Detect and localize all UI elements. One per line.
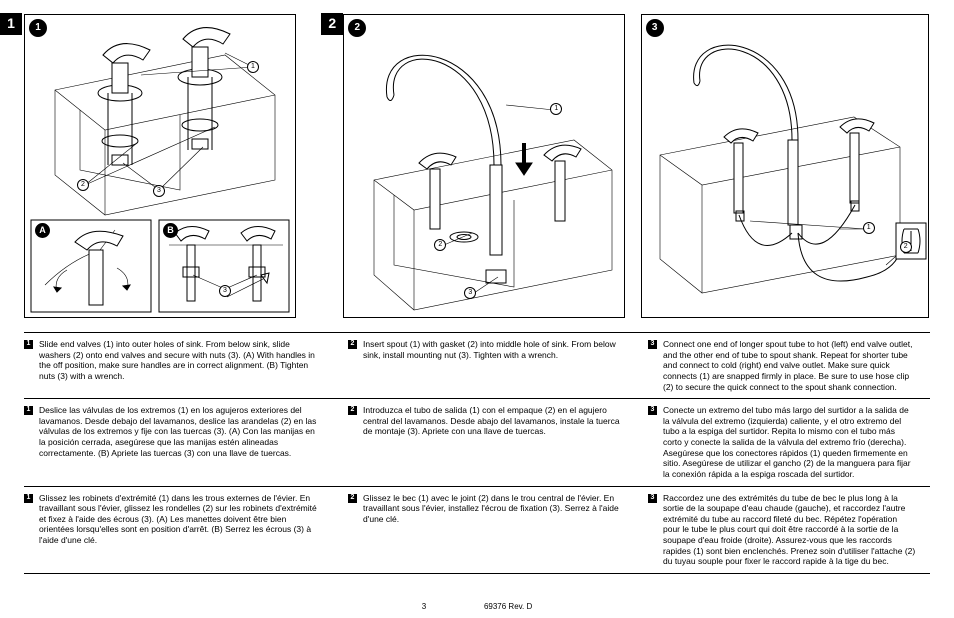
step2-fr: 2 Glissez le bec (1) avec le joint (2) d… xyxy=(334,493,634,569)
step1-fr-text: Glissez les robinets d'extrémité (1) dan… xyxy=(39,493,320,546)
figure-1: 1 1 xyxy=(24,14,343,318)
step2-es-text: Introduzca el tubo de salida (1) con el … xyxy=(363,405,620,437)
step1-en-text: Slide end valves (1) into outer holes of… xyxy=(39,339,320,382)
step3-fr-num: 3 xyxy=(648,494,657,503)
step3-es-num: 3 xyxy=(648,406,657,415)
step1-es: 1 Deslice las válvulas de los extremos (… xyxy=(24,405,334,481)
step3-en: 3 Connect one end of longer spout tube t… xyxy=(634,339,930,394)
step2-fr-text: Glissez le bec (1) avec le joint (2) dan… xyxy=(363,493,620,525)
page-footer: 3 69376 Rev. D xyxy=(0,602,954,612)
fig3-callout-2: 2 xyxy=(900,241,912,253)
step2-en: 2 Insert spout (1) with gasket (2) into … xyxy=(334,339,634,394)
fig1-callout-1: 1 xyxy=(247,61,259,73)
fig1-callout-2: 2 xyxy=(77,179,89,191)
fig3-callout-1: 1 xyxy=(863,222,875,234)
step2-es-num: 2 xyxy=(348,406,357,415)
step3-es: 3 Conecte un extremo del tubo más largo … xyxy=(634,405,930,481)
step3-fr-text: Raccordez une des extrémités du tube de … xyxy=(663,493,916,567)
step3-es-text: Conecte un extremo del tubo más largo de… xyxy=(663,405,916,479)
step-tile-1: 1 xyxy=(0,13,22,35)
figure-3: 3 xyxy=(641,14,930,318)
instruction-text: 1 Slide end valves (1) into outer holes … xyxy=(24,328,930,580)
fig1b-callout-3: 3 xyxy=(219,285,231,297)
page-number: 3 xyxy=(422,602,426,611)
figure-3-svg xyxy=(642,15,930,319)
step-circle-b: B xyxy=(163,223,178,238)
step2-en-text: Insert spout (1) with gasket (2) into mi… xyxy=(363,339,620,360)
step1-fr: 1 Glissez les robinets d'extrémité (1) d… xyxy=(24,493,334,569)
figure-2-svg xyxy=(344,15,626,319)
step1-fr-num: 1 xyxy=(24,494,33,503)
step3-fr: 3 Raccordez une des extrémités du tube d… xyxy=(634,493,930,569)
step1-es-text: Deslice las válvulas de los extremos (1)… xyxy=(39,405,320,458)
step1-es-num: 1 xyxy=(24,406,33,415)
fig1-callout-3: 3 xyxy=(153,185,165,197)
step-tile-2: 2 xyxy=(321,13,343,35)
step-circle-a: A xyxy=(35,223,50,238)
doc-code: 69376 Rev. D xyxy=(484,602,532,611)
step2-fr-num: 2 xyxy=(348,494,357,503)
step3-en-num: 3 xyxy=(648,340,657,349)
step2-es: 2 Introduzca el tubo de salida (1) con e… xyxy=(334,405,634,481)
figure-2: 2 2 xyxy=(343,14,640,318)
figure-row: 1 1 xyxy=(24,14,930,318)
figure-1-svg xyxy=(25,15,297,319)
step3-en-text: Connect one end of longer spout tube to … xyxy=(663,339,916,392)
step1-en-num: 1 xyxy=(24,340,33,349)
step-circle-3: 3 xyxy=(646,19,664,37)
step-circle-1: 1 xyxy=(29,19,47,37)
step2-en-num: 2 xyxy=(348,340,357,349)
step1-en: 1 Slide end valves (1) into outer holes … xyxy=(24,339,334,394)
